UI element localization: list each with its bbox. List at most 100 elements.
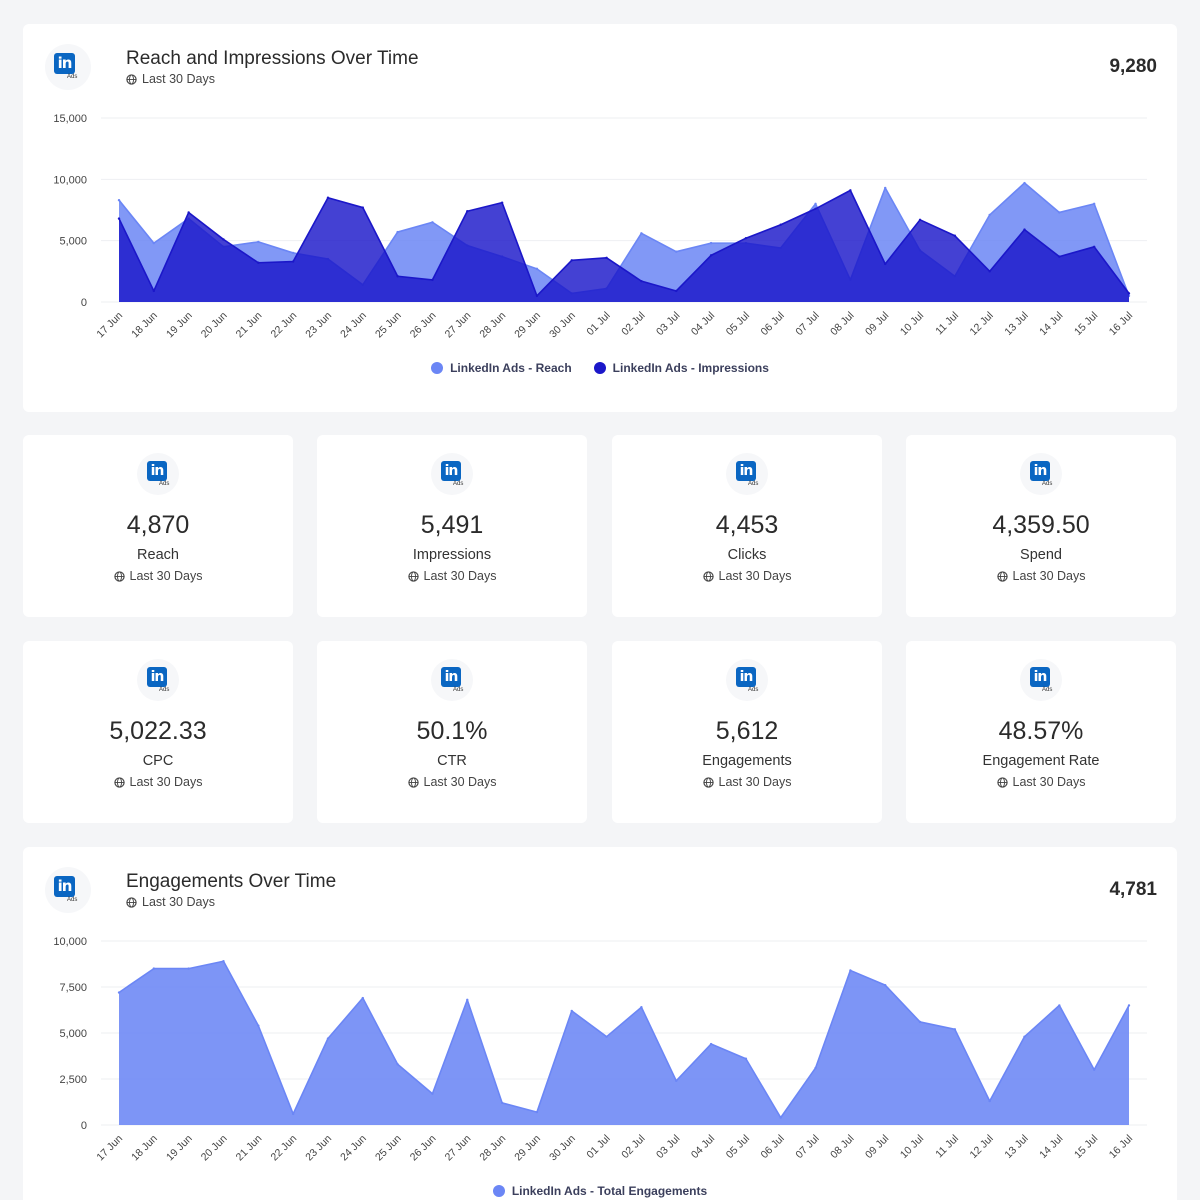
data-point (918, 1020, 922, 1024)
kpi-period-text: Last 30 Days (1012, 569, 1086, 583)
x-tick-label: 29 Jun (512, 310, 543, 341)
data-point (1023, 1035, 1026, 1038)
x-tick-label: 04 Jul (689, 1133, 717, 1161)
data-point (640, 279, 643, 283)
series-area (119, 961, 1129, 1125)
x-tick-label: 13 Jul (1002, 1133, 1030, 1161)
kpi-period: Last 30 Days (317, 569, 587, 583)
x-tick-label: 01 Jul (584, 1133, 612, 1161)
logo-sub: Ads (748, 687, 759, 693)
legend-item[interactable]: LinkedIn Ads - Impressions (593, 361, 769, 375)
chart-period: Last 30 Days (126, 72, 215, 86)
kpi-card-ctr: in Ads 50.1% CTR Last 30 Days (317, 641, 587, 823)
logo-mark: in (1030, 461, 1050, 481)
kpi-card-engagement-rate: in Ads 48.57% Engagement Rate Last 30 Day… (906, 641, 1176, 823)
x-tick-label: 07 Jul (793, 310, 821, 338)
y-tick-label: 5,000 (59, 236, 87, 248)
data-point (222, 238, 225, 241)
legend-item[interactable]: LinkedIn Ads - Total Engagements (492, 1184, 707, 1198)
data-point (257, 261, 260, 264)
data-point (605, 256, 608, 260)
data-point (326, 1037, 330, 1040)
legend-item[interactable]: LinkedIn Ads - Reach (431, 361, 572, 375)
kpi-period: Last 30 Days (906, 775, 1176, 789)
data-point (988, 270, 991, 273)
x-tick-label: 13 Jul (1002, 310, 1030, 338)
globe-icon (702, 776, 714, 788)
x-tick-label: 29 Jun (512, 1133, 543, 1164)
data-point (675, 1079, 678, 1083)
data-point (291, 251, 295, 255)
series-area (119, 190, 1129, 302)
logo-sub: Ads (67, 897, 78, 903)
chart-title: Engagements Over Time (126, 871, 337, 892)
x-tick-label: 23 Jun (303, 1133, 334, 1164)
kpi-card-impressions: in Ads 5,491 Impressions Last 30 Days (317, 435, 587, 617)
x-tick-label: 22 Jun (268, 1133, 299, 1164)
x-tick-label: 16 Jul (1107, 310, 1135, 338)
linkedin-ads-logo-icon: in Ads (431, 453, 473, 495)
x-tick-label: 25 Jun (373, 310, 404, 341)
kpi-label: CPC (142, 753, 174, 769)
kpi-period-text: Last 30 Days (129, 569, 203, 583)
kpi-label: Spend (1020, 547, 1062, 563)
data-point (431, 221, 434, 224)
logo-mark: in (54, 53, 75, 74)
x-tick-label: 19 Jun (164, 310, 195, 341)
linkedin-ads-logo-icon: in Ads (137, 659, 179, 701)
data-point (709, 241, 713, 245)
data-point (466, 998, 469, 1002)
kpi-period-text: Last 30 Days (718, 569, 792, 583)
logo-sub: Ads (159, 481, 170, 487)
headline-value: 9,280 (1109, 56, 1157, 77)
logo-sub: Ads (453, 481, 464, 487)
x-tick-label: 25 Jun (373, 1133, 404, 1164)
chart-legend: LinkedIn Ads - Reach LinkedIn Ads - Impre… (23, 361, 1177, 375)
kpi-period-text: Last 30 Days (423, 775, 497, 789)
kpi-value: 4,359.50 (992, 511, 1090, 539)
kpi-value: 5,612 (715, 717, 779, 745)
x-tick-label: 22 Jun (268, 310, 299, 341)
data-point (535, 1110, 539, 1114)
data-point (814, 207, 817, 210)
x-tick-label: 02 Jul (619, 1133, 647, 1161)
data-point (1127, 292, 1131, 295)
engagements-card: in Ads Engagements Over Time Last 30 Day… (23, 847, 1177, 1200)
x-tick-label: 06 Jul (759, 310, 787, 338)
period-text: Last 30 Days (142, 895, 215, 909)
kpi-label: Engagement Rate (982, 753, 1100, 769)
kpi-period: Last 30 Days (317, 775, 587, 789)
data-point (1127, 1004, 1131, 1007)
data-point (988, 213, 991, 217)
chart-legend: LinkedIn Ads - Total Engagements (23, 1184, 1177, 1198)
kpi-card-clicks: in Ads 4,453 Clicks Last 30 Days (612, 435, 882, 617)
x-tick-label: 26 Jun (408, 1133, 439, 1164)
period-text: Last 30 Days (142, 72, 215, 86)
data-point (117, 991, 121, 994)
globe-icon (702, 570, 714, 582)
y-tick-label: 10,000 (53, 174, 87, 186)
data-point (570, 1009, 573, 1013)
x-tick-label: 14 Jul (1037, 310, 1065, 338)
data-point (1023, 228, 1026, 231)
data-point (500, 1101, 504, 1105)
kpi-card-cpc: in Ads 5,022.33 CPC Last 30 Days (23, 641, 293, 823)
data-point (500, 201, 504, 204)
legend-swatch (431, 362, 444, 374)
data-point (1092, 245, 1096, 248)
x-tick-label: 17 Jun (94, 310, 125, 341)
reach-impressions-chart: 0 5,000 10,000 15,000 17 Jun 18 Jun 19 Jun 20 J… (53, 113, 1147, 341)
x-tick-label: 18 Jun (129, 310, 160, 341)
y-tick-label: 15,000 (53, 113, 87, 125)
x-tick-label: 27 Jun (443, 310, 474, 341)
linkedin-ads-logo-icon: in Ads (45, 867, 91, 913)
globe-icon (407, 776, 419, 788)
data-point (779, 223, 782, 226)
data-point (396, 1063, 399, 1066)
y-tick-label: 0 (81, 297, 87, 309)
data-point (884, 262, 887, 266)
data-point (152, 241, 156, 245)
x-tick-label: 01 Jul (584, 310, 612, 338)
linkedin-ads-logo-icon: in Ads (45, 44, 91, 90)
y-tick-label: 5,000 (59, 1028, 87, 1040)
